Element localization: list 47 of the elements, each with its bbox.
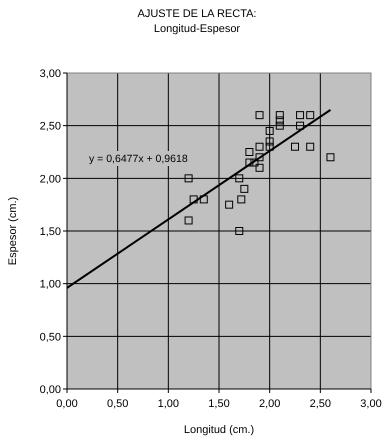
y-tick-label: 0,00 <box>40 384 61 396</box>
point <box>235 174 244 182</box>
y-tick-label: 1,00 <box>40 278 61 291</box>
point <box>276 116 284 124</box>
y-axis-title: Espesor (cm.) <box>7 196 19 266</box>
point <box>291 142 299 151</box>
point <box>184 216 193 224</box>
point <box>306 142 314 151</box>
x-tick-label: 1,50 <box>208 398 230 410</box>
point <box>225 200 234 209</box>
y-tick-label: 1,50 <box>40 226 61 238</box>
point <box>276 111 284 120</box>
point <box>237 195 246 204</box>
point <box>256 164 264 172</box>
chart-subtitle: Longitud-Espesor <box>154 23 240 35</box>
point <box>235 227 244 235</box>
point <box>256 153 264 162</box>
y-tick-label: 0,50 <box>40 331 61 344</box>
point <box>200 195 208 204</box>
chart-title: AJUSTE DE LA RECTA: <box>138 8 256 20</box>
point <box>266 126 274 135</box>
point <box>245 158 254 167</box>
point <box>276 122 284 130</box>
point <box>266 142 274 151</box>
point <box>250 158 258 167</box>
point <box>296 111 304 120</box>
x-tick-label: 2,50 <box>310 398 332 410</box>
point <box>256 142 264 151</box>
x-tick-label: 0,50 <box>106 398 128 410</box>
x-tick-label: 0,00 <box>56 398 78 410</box>
y-tick-label: 2,50 <box>40 120 61 133</box>
point <box>240 184 248 193</box>
point <box>296 122 304 130</box>
point <box>245 148 254 156</box>
point <box>190 195 198 204</box>
x-tick-label: 3,00 <box>360 398 382 410</box>
x-axis-title: Longitud (cm.) <box>184 424 254 436</box>
x-tick-label: 1,00 <box>158 398 180 410</box>
point <box>266 137 274 146</box>
y-tick-label: 2,00 <box>40 173 61 186</box>
point <box>306 111 314 120</box>
x-tick-label: 2,00 <box>258 398 280 410</box>
point <box>256 111 264 120</box>
annotation: y = 0,6477x + 0,9618 <box>89 153 188 165</box>
point <box>326 153 334 162</box>
y-tick-label: 3,00 <box>40 68 61 80</box>
point <box>184 174 193 182</box>
